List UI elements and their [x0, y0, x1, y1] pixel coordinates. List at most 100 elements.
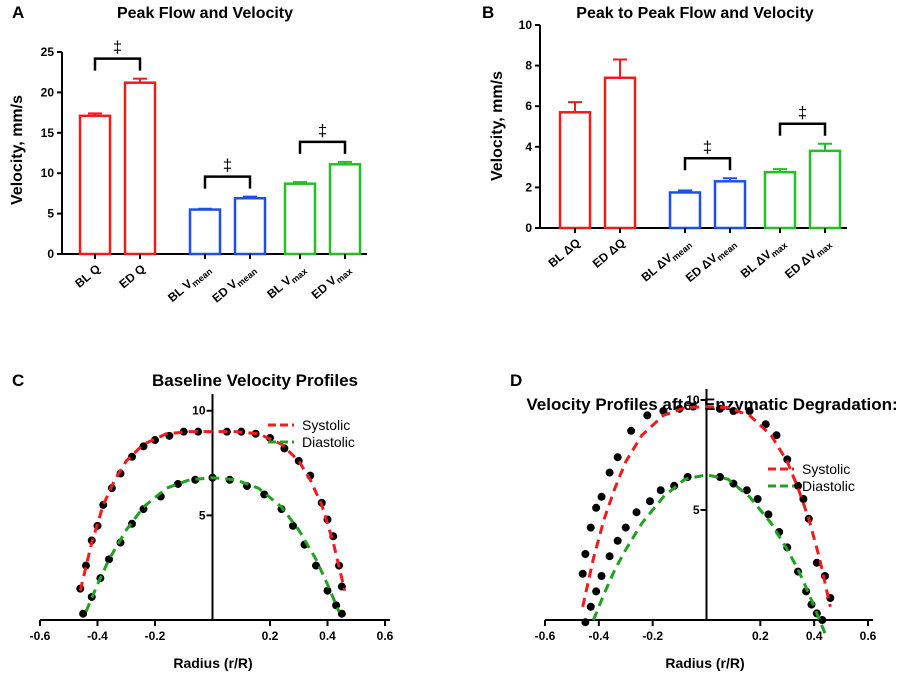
data-point	[627, 426, 636, 435]
data-point	[772, 431, 781, 440]
legend-label: Systolic	[302, 417, 350, 433]
x-tick-label-sub: max	[814, 240, 834, 259]
x-tick-label: ED ΔQ	[590, 236, 628, 271]
data-point	[586, 523, 595, 532]
data-point	[79, 609, 88, 618]
x-tick-label-sub: max	[289, 266, 309, 285]
fit-line	[78, 430, 347, 592]
panel-letter: A	[12, 3, 24, 22]
x-tick-label: 0.6	[860, 629, 877, 643]
data-point	[597, 492, 606, 501]
x-tick-label: -0.4	[588, 629, 609, 643]
x-tick-label: -0.6	[30, 629, 51, 643]
data-point	[323, 586, 332, 595]
x-tick-label-text: ED ΔQ	[590, 236, 628, 271]
data-point	[745, 407, 754, 415]
data-point	[794, 481, 803, 490]
y-axis-label: Velocity, mm/s	[9, 95, 26, 205]
data-point	[621, 523, 630, 532]
bar	[328, 163, 362, 256]
x-tick-label: ED ΔVmean	[683, 236, 739, 287]
chart-title: Peak Flow and Velocity	[117, 5, 293, 22]
x-tick-label: 0.4	[806, 629, 823, 643]
data-point	[586, 602, 595, 611]
y-tick-label: 6	[525, 99, 532, 113]
data-point	[656, 486, 665, 495]
legend-label: Diastolic	[802, 478, 855, 494]
significance-bracket	[298, 140, 347, 154]
x-tick-label: 0.2	[752, 629, 769, 643]
data-point	[139, 442, 148, 451]
x-tick-label: ED Vmean	[209, 262, 259, 307]
bar	[188, 208, 222, 256]
data-point	[753, 495, 762, 503]
data-point	[174, 479, 182, 488]
data-point	[194, 427, 203, 436]
x-axis-label: Radius (r/R)	[665, 655, 744, 671]
y-tick-label: 0	[525, 221, 532, 235]
data-point	[597, 572, 606, 580]
bar	[283, 182, 317, 256]
x-tick-label: ED ΔVmax	[782, 236, 834, 283]
significance-label: ‡	[703, 137, 712, 156]
data-point	[105, 555, 113, 564]
chart-title: Baseline Velocity Profiles	[152, 371, 358, 390]
panel-letter: B	[482, 3, 494, 22]
bar	[603, 76, 637, 230]
data-point	[613, 453, 622, 462]
y-tick-label: 10	[192, 404, 206, 418]
data-point	[659, 407, 668, 415]
x-tick-label-sub: mean	[235, 266, 259, 289]
data-point	[761, 420, 770, 429]
data-point	[764, 510, 773, 519]
x-tick-label: 0.4	[319, 629, 336, 643]
bar	[763, 170, 797, 230]
x-tick-label: BL Vmean	[165, 262, 214, 307]
x-tick-label: -0.2	[145, 629, 166, 643]
chart-title: Velocity Profiles after Enzymatic Degrad…	[526, 395, 897, 414]
data-point	[643, 411, 652, 420]
data-point	[799, 495, 808, 503]
y-axis-label: Velocity, mm/s	[489, 71, 506, 181]
bar	[668, 191, 702, 230]
x-tick-label: BL Vmax	[264, 262, 309, 303]
y-tick-label: 5	[693, 503, 700, 517]
significance-bracket	[203, 175, 252, 189]
fit-line	[581, 405, 832, 608]
x-tick-label-text: ED Q	[116, 262, 147, 292]
fit-line	[592, 473, 827, 634]
significance-label: ‡	[798, 103, 807, 122]
x-tick-label: ED Q	[116, 262, 147, 292]
x-tick-label-text: BL Q	[72, 262, 103, 291]
y-tick-label: 0	[47, 247, 54, 261]
x-tick-label: -0.4	[87, 629, 108, 643]
x-tick-label: 0.6	[377, 629, 394, 643]
bar	[78, 114, 112, 256]
y-tick-label: 4	[525, 140, 532, 154]
legend-label: Systolic	[802, 461, 850, 477]
data-point	[581, 550, 590, 558]
data-point	[613, 536, 622, 545]
significance-label: ‡	[113, 38, 122, 57]
data-point	[337, 609, 346, 618]
data-point	[645, 497, 654, 506]
data-point	[289, 521, 297, 530]
y-tick-label: 8	[525, 59, 532, 73]
data-point	[82, 561, 90, 570]
data-point	[592, 587, 601, 596]
x-tick-label: ED Vmax	[309, 262, 355, 304]
y-tick-label: 2	[525, 180, 532, 194]
fit-line	[84, 476, 341, 613]
y-tick-label: 5	[47, 207, 54, 221]
x-tick-label-sub: max	[334, 266, 354, 285]
data-point	[605, 468, 614, 477]
bar	[233, 196, 267, 256]
data-point	[742, 486, 751, 495]
x-tick-label: -0.6	[535, 629, 556, 643]
significance-label: ‡	[223, 156, 232, 175]
x-tick-label: BL ΔVmax	[738, 236, 789, 283]
significance-label: ‡	[318, 121, 327, 140]
data-point	[715, 473, 724, 481]
